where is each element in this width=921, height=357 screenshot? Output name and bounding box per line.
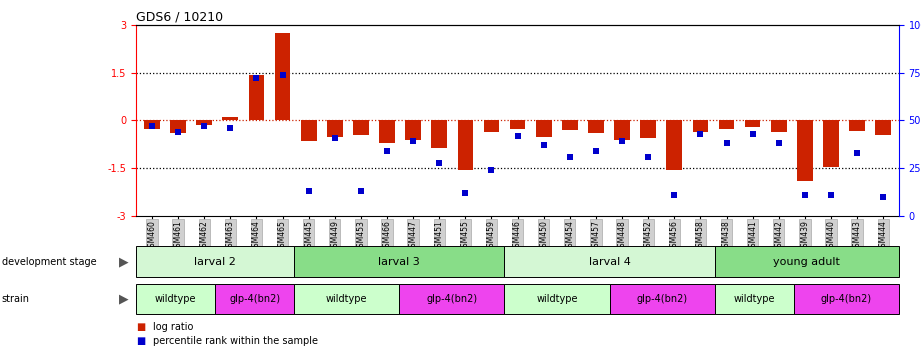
Bar: [715, 246, 899, 277]
Bar: [589, 121, 604, 133]
Bar: [715, 284, 794, 314]
Text: glp-4(bn2): glp-4(bn2): [229, 294, 280, 304]
Bar: [484, 121, 499, 132]
Bar: [875, 121, 891, 135]
Bar: [196, 121, 212, 125]
Text: young adult: young adult: [774, 256, 840, 267]
Text: glp-4(bn2): glp-4(bn2): [821, 294, 872, 304]
Bar: [294, 284, 400, 314]
Bar: [379, 121, 395, 143]
Bar: [745, 121, 761, 127]
Text: wildtype: wildtype: [155, 294, 196, 304]
Text: strain: strain: [2, 294, 29, 304]
Bar: [400, 284, 505, 314]
Bar: [693, 121, 708, 132]
Text: wildtype: wildtype: [326, 294, 367, 304]
Text: glp-4(bn2): glp-4(bn2): [636, 294, 688, 304]
Text: ■: ■: [136, 322, 146, 332]
Bar: [136, 246, 294, 277]
Bar: [505, 246, 715, 277]
Text: GDS6 / 10210: GDS6 / 10210: [136, 11, 224, 24]
Bar: [797, 121, 812, 181]
Text: log ratio: log ratio: [153, 322, 193, 332]
Bar: [405, 121, 421, 140]
Bar: [170, 121, 186, 132]
Bar: [823, 121, 839, 167]
Bar: [718, 121, 734, 129]
Text: wildtype: wildtype: [733, 294, 775, 304]
Bar: [249, 75, 264, 121]
Text: wildtype: wildtype: [536, 294, 577, 304]
Text: glp-4(bn2): glp-4(bn2): [426, 294, 477, 304]
Bar: [145, 121, 160, 129]
Bar: [431, 121, 447, 147]
Bar: [327, 121, 343, 137]
Bar: [353, 121, 368, 135]
Bar: [610, 284, 715, 314]
Bar: [794, 284, 899, 314]
Text: ▶: ▶: [120, 255, 129, 268]
Bar: [223, 117, 239, 121]
Bar: [667, 121, 682, 170]
Bar: [509, 121, 526, 129]
Bar: [640, 121, 656, 138]
Text: larval 2: larval 2: [194, 256, 236, 267]
Bar: [294, 246, 505, 277]
Text: development stage: development stage: [2, 256, 97, 267]
Bar: [216, 284, 294, 314]
Text: larval 4: larval 4: [589, 256, 631, 267]
Text: percentile rank within the sample: percentile rank within the sample: [153, 336, 318, 346]
Text: ▶: ▶: [120, 292, 129, 306]
Bar: [771, 121, 787, 132]
Bar: [136, 284, 216, 314]
Text: larval 3: larval 3: [379, 256, 420, 267]
Text: ■: ■: [136, 336, 146, 346]
Bar: [562, 121, 577, 130]
Bar: [536, 121, 552, 137]
Bar: [505, 284, 610, 314]
Bar: [458, 121, 473, 170]
Bar: [849, 121, 865, 131]
Bar: [614, 121, 630, 140]
Bar: [274, 33, 290, 121]
Bar: [301, 121, 317, 141]
